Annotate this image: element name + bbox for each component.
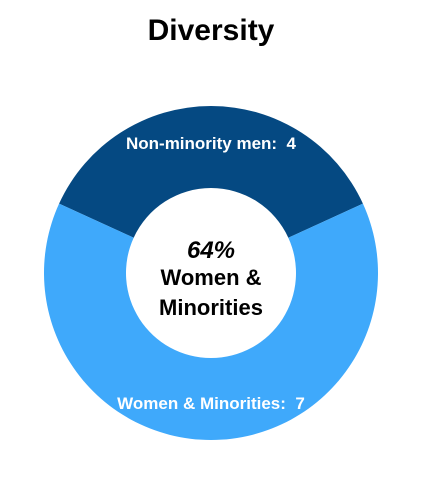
donut-slice-2 <box>43 203 379 440</box>
center-line1-label: Women & <box>160 265 261 290</box>
donut-slice-1 <box>59 106 363 238</box>
center-percent-label: 64% <box>187 237 235 264</box>
center-line2-label: Minorities <box>159 295 263 320</box>
chart-title: Diversity <box>147 14 275 47</box>
slice-data-label-2: Women & Minorities: 7 <box>117 394 305 413</box>
slice-data-label-1: Non-minority men: 4 <box>126 134 297 153</box>
donut-slices: Non-minority men: 4 Women & Minorities: 7 <box>43 106 379 440</box>
